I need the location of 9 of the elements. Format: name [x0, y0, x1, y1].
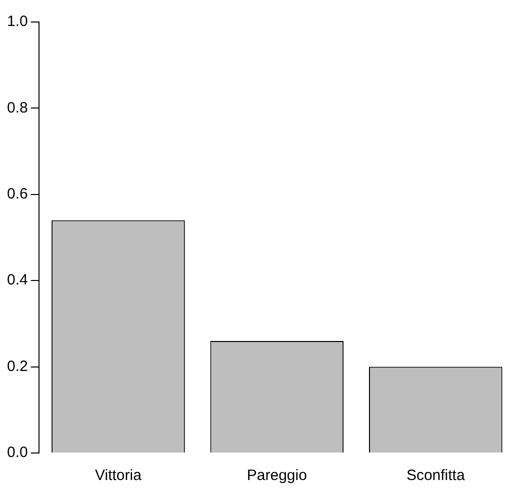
y-tick-label: 0.2	[6, 358, 28, 375]
y-tick-label: 0.8	[6, 99, 28, 116]
y-tick-label: 0.6	[6, 186, 28, 203]
x-tick-label: Vittoria	[95, 467, 142, 484]
x-tick-label: Pareggio	[246, 467, 307, 484]
x-tick-label: Sconfitta	[406, 467, 466, 484]
y-tick-label: 0.4	[6, 272, 28, 289]
y-tick-label: 1.0	[6, 13, 28, 30]
y-tick-label: 0.0	[6, 444, 28, 462]
